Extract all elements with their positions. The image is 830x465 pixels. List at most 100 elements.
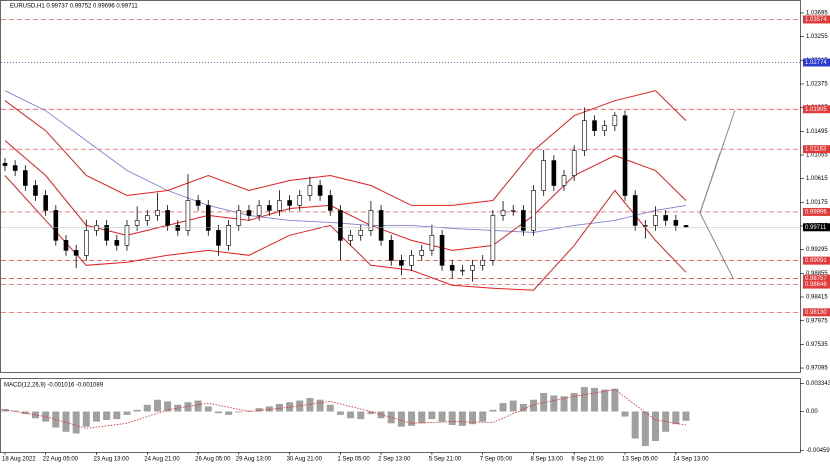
level-tag	[803, 207, 830, 216]
macd-bar	[62, 411, 70, 432]
macd-bar	[540, 392, 548, 412]
x-tick-label: 8 Sep 13:00	[531, 457, 564, 463]
level-label: 1.01905	[805, 107, 827, 113]
candle-body	[114, 240, 120, 246]
candle-body	[673, 220, 679, 226]
candle-body	[470, 265, 475, 271]
level-tag	[803, 105, 830, 114]
y-tick-label: 0.99295	[806, 247, 828, 253]
candle-body	[195, 200, 201, 206]
macd-signal	[4, 389, 687, 429]
candle-body	[571, 150, 577, 176]
moving-average	[4, 90, 687, 233]
candle-body	[185, 200, 191, 231]
macd-bar	[255, 408, 263, 412]
x-tick-label: 5 Sep 21:00	[429, 457, 462, 463]
level-tag	[803, 58, 830, 67]
candle-body	[399, 260, 404, 266]
candle-body	[2, 163, 8, 166]
candle-body	[287, 200, 292, 206]
macd-bar	[1, 408, 9, 412]
x-tick-label: 7 Sep 05:00	[480, 457, 513, 463]
candle-body	[388, 240, 394, 261]
candle-body	[612, 115, 618, 126]
macd-bar	[672, 411, 680, 425]
macd-y-tick-label: 0.003343	[806, 381, 830, 387]
candle-body	[73, 250, 79, 256]
macd-pane	[0, 378, 801, 453]
level-tag	[803, 15, 830, 24]
candle-body	[297, 195, 303, 206]
x-tick-label: 14 Sep 13:00	[673, 457, 709, 463]
candle-body	[449, 265, 455, 271]
macd-bar	[184, 402, 192, 412]
candle-body	[460, 269, 465, 272]
macd-bar	[499, 403, 507, 412]
forecast-arrow	[699, 212, 734, 279]
candle-body	[134, 220, 140, 226]
macd-bar	[123, 411, 131, 415]
macd-bar	[347, 411, 355, 419]
macd-bar	[611, 388, 619, 412]
x-tick-label: 24 Aug 21:00	[144, 457, 180, 463]
candle-body	[175, 225, 181, 231]
macd-bar	[143, 404, 151, 412]
y-tick-label: 0.98415	[806, 295, 828, 301]
candle-body	[419, 250, 425, 256]
candle-body	[236, 210, 242, 226]
macd-bar	[265, 406, 273, 412]
candle-body	[551, 160, 557, 186]
candle-body	[500, 210, 506, 216]
x-tick-label: 29 Aug 13:00	[236, 457, 272, 463]
candle-body	[94, 225, 99, 231]
x-tick-label: 18 Aug 2022	[2, 457, 36, 463]
macd-bar	[235, 411, 243, 413]
candle-body	[541, 160, 547, 191]
level-label: 0.99996	[805, 210, 827, 216]
candle-body	[23, 170, 28, 186]
macd-bar	[408, 411, 416, 426]
macd-bar	[387, 411, 395, 424]
macd-bar	[489, 409, 497, 412]
x-tick-label: 13 Sep 05:00	[622, 457, 658, 463]
macd-bar	[621, 411, 629, 417]
candle-body	[592, 120, 597, 131]
x-tick-label: 23 Aug 13:00	[93, 457, 129, 463]
candle-body	[124, 225, 130, 246]
level-label: 0.98646	[805, 282, 827, 288]
last-price-tag	[803, 223, 830, 232]
level-tag	[803, 308, 830, 317]
candle-body	[348, 235, 353, 241]
macd-bar	[204, 406, 212, 412]
macd-bar	[214, 411, 222, 414]
macd-bar	[21, 411, 29, 415]
y-tick-label: 0.97095	[806, 366, 828, 372]
macd-bar	[72, 411, 80, 434]
x-tick-label: 1 Sep 05:00	[337, 457, 370, 463]
macd-bar	[469, 411, 477, 425]
macd-bar	[397, 411, 405, 427]
macd-bar	[601, 389, 609, 412]
candle-body	[683, 225, 689, 228]
candle-body	[439, 235, 445, 266]
candle-body	[643, 225, 648, 227]
candle-body	[429, 235, 435, 251]
macd-bar	[418, 411, 426, 424]
symbol-header: EURUSD,H1 0.99737 0.99752 0.99696 0.9971…	[10, 4, 138, 10]
candle-body	[307, 185, 313, 196]
macd-bar	[194, 400, 202, 412]
candle-body	[317, 185, 323, 196]
y-tick-label: 0.98855	[806, 271, 828, 277]
macd-bar	[652, 411, 660, 442]
candle-body	[216, 230, 221, 246]
candle-body	[155, 210, 160, 216]
macd-label: MACD(12,26,9) -0.001016 -0.001089	[4, 383, 104, 389]
macd-bar	[377, 411, 385, 419]
level-label: 0.99091	[805, 258, 827, 264]
macd-bar	[570, 392, 578, 412]
x-tick-label: 2 Sep 13:00	[378, 457, 411, 463]
macd-bar	[82, 411, 90, 427]
candle-body	[12, 165, 18, 171]
level-tag	[803, 256, 830, 265]
